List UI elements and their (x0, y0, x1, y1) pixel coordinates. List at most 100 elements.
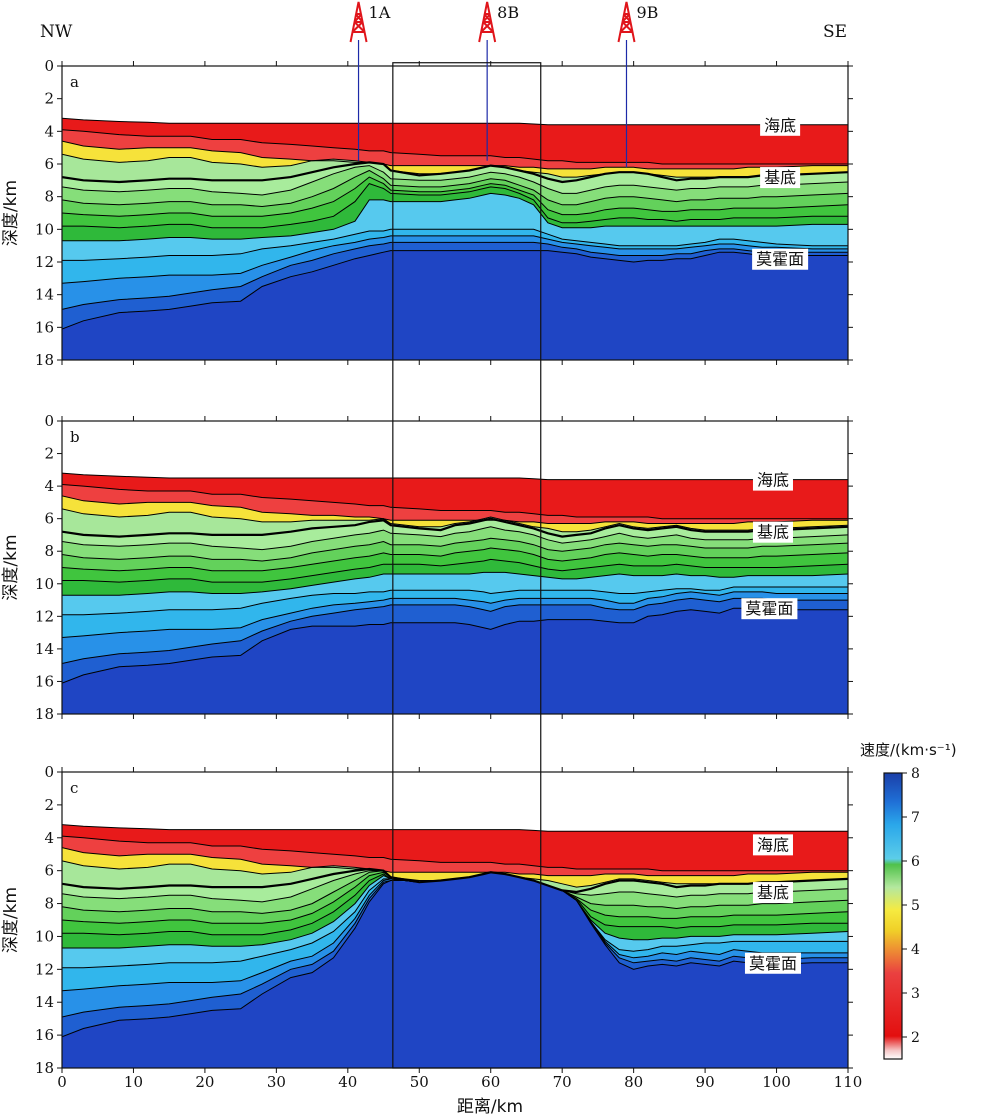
x-tick-label: 90 (696, 1073, 715, 1091)
layer-band (62, 572, 848, 615)
annotation-bg (760, 167, 801, 189)
well-label: 8B (497, 3, 519, 22)
colorbar-tick-label: 2 (911, 1030, 920, 1046)
y-axis-title: 深度/km (1, 180, 21, 246)
y-tick-label: 6 (44, 155, 54, 173)
interface-line (62, 586, 848, 616)
annotation-bg (741, 598, 798, 620)
interface-line (62, 591, 848, 638)
layer-band (62, 235, 848, 310)
water-column (62, 421, 848, 480)
interface-line (62, 835, 848, 872)
interface-line (62, 508, 848, 533)
interface-line (62, 165, 848, 196)
y-tick-label: 18 (35, 1059, 54, 1077)
layer-annotation: 基底 (757, 883, 789, 902)
layer-band (62, 170, 848, 217)
y-tick-label: 2 (44, 796, 54, 814)
interface-line (62, 526, 848, 551)
panel-letter: b (70, 428, 80, 446)
panel-frame (61, 65, 849, 361)
interface-line (62, 241, 848, 310)
well-markers: 1A 8B 9B (349, 1, 658, 168)
layer-band (62, 154, 848, 182)
y-tick-label: 2 (44, 445, 54, 463)
layer-band (62, 193, 848, 261)
y-tick-label: 14 (35, 993, 54, 1011)
panel-body (62, 772, 848, 1068)
colorbar-tick-label: 6 (911, 854, 920, 870)
layer-annotation: 莫霍面 (749, 954, 797, 973)
colorbar-title: 速度/(km·s⁻¹) (860, 741, 957, 759)
y-tick-label: 4 (44, 829, 54, 847)
interface-line (62, 228, 848, 261)
water-column (62, 772, 848, 832)
x-tick-label: 20 (195, 1073, 214, 1091)
layer-band (62, 229, 848, 284)
layer-band (62, 872, 848, 1037)
colorbar-tick-label: 4 (911, 942, 920, 958)
x-tick-label: 0 (57, 1073, 67, 1091)
interface-line (62, 484, 848, 520)
layer-band (62, 860, 848, 892)
layer-band (62, 872, 848, 991)
interface-line (62, 235, 848, 284)
y-tick-label: 12 (35, 253, 54, 271)
layer-annotation: 海底 (757, 471, 789, 490)
annotation-bg (760, 114, 801, 136)
seafloor-line (62, 824, 848, 832)
interface-line (62, 547, 848, 572)
layer-band (62, 177, 848, 228)
x-tick-label: 60 (481, 1073, 500, 1091)
y-tick-label: 14 (35, 640, 54, 658)
layer-band (62, 847, 848, 888)
x-tick-label: 30 (267, 1073, 286, 1091)
y-tick-label: 4 (44, 477, 54, 495)
layer-band (62, 587, 848, 638)
layer-band (62, 872, 848, 935)
colorbar-tick-label: 8 (911, 766, 920, 782)
y-tick-label: 10 (35, 220, 54, 238)
highlight-box (392, 62, 542, 1069)
layer-annotation: 海底 (764, 116, 796, 135)
layer-band (62, 548, 848, 583)
interface-line (62, 169, 848, 208)
x-tick-label: 10 (124, 1073, 143, 1091)
y-tick-label: 0 (44, 763, 54, 781)
layer-band (62, 824, 848, 871)
layer-band (62, 870, 848, 914)
x-tick-label: 100 (762, 1073, 791, 1091)
y-tick-label: 0 (44, 57, 54, 75)
seafloor-line (62, 472, 848, 481)
panel-body (62, 66, 848, 360)
panel-frame (61, 420, 849, 715)
layer-annotation: 海底 (757, 835, 789, 854)
colorbar-tick-label: 3 (911, 986, 920, 1002)
well-label: 1A (369, 3, 391, 22)
layer-band (62, 872, 848, 968)
y-tick-label: 12 (35, 960, 54, 978)
annotation-bg (752, 882, 793, 904)
annotation-bg (752, 521, 793, 543)
layer-annotation: 莫霍面 (756, 250, 804, 269)
x-axis-title: 距离/km (457, 1097, 523, 1117)
x-tick-label: 80 (624, 1073, 643, 1091)
y-tick-label: 2 (44, 90, 54, 108)
y-tick-label: 8 (44, 895, 54, 913)
velocity-colorbar: 速度/(km·s⁻¹) 2 3 4 5 6 7 8 (860, 741, 957, 1060)
y-tick-label: 16 (35, 1026, 54, 1044)
interface-line (62, 129, 848, 165)
y-axis-title: 深度/km (1, 534, 21, 600)
y-tick-label: 8 (44, 188, 54, 206)
seafloor-line (62, 117, 848, 126)
water-column (62, 66, 848, 125)
layer-band (62, 484, 848, 524)
layer-band (62, 872, 848, 1017)
moho-line (62, 871, 848, 1038)
y-tick-label: 8 (44, 542, 54, 560)
layer-band (62, 508, 848, 537)
se-label: SE (823, 22, 847, 42)
